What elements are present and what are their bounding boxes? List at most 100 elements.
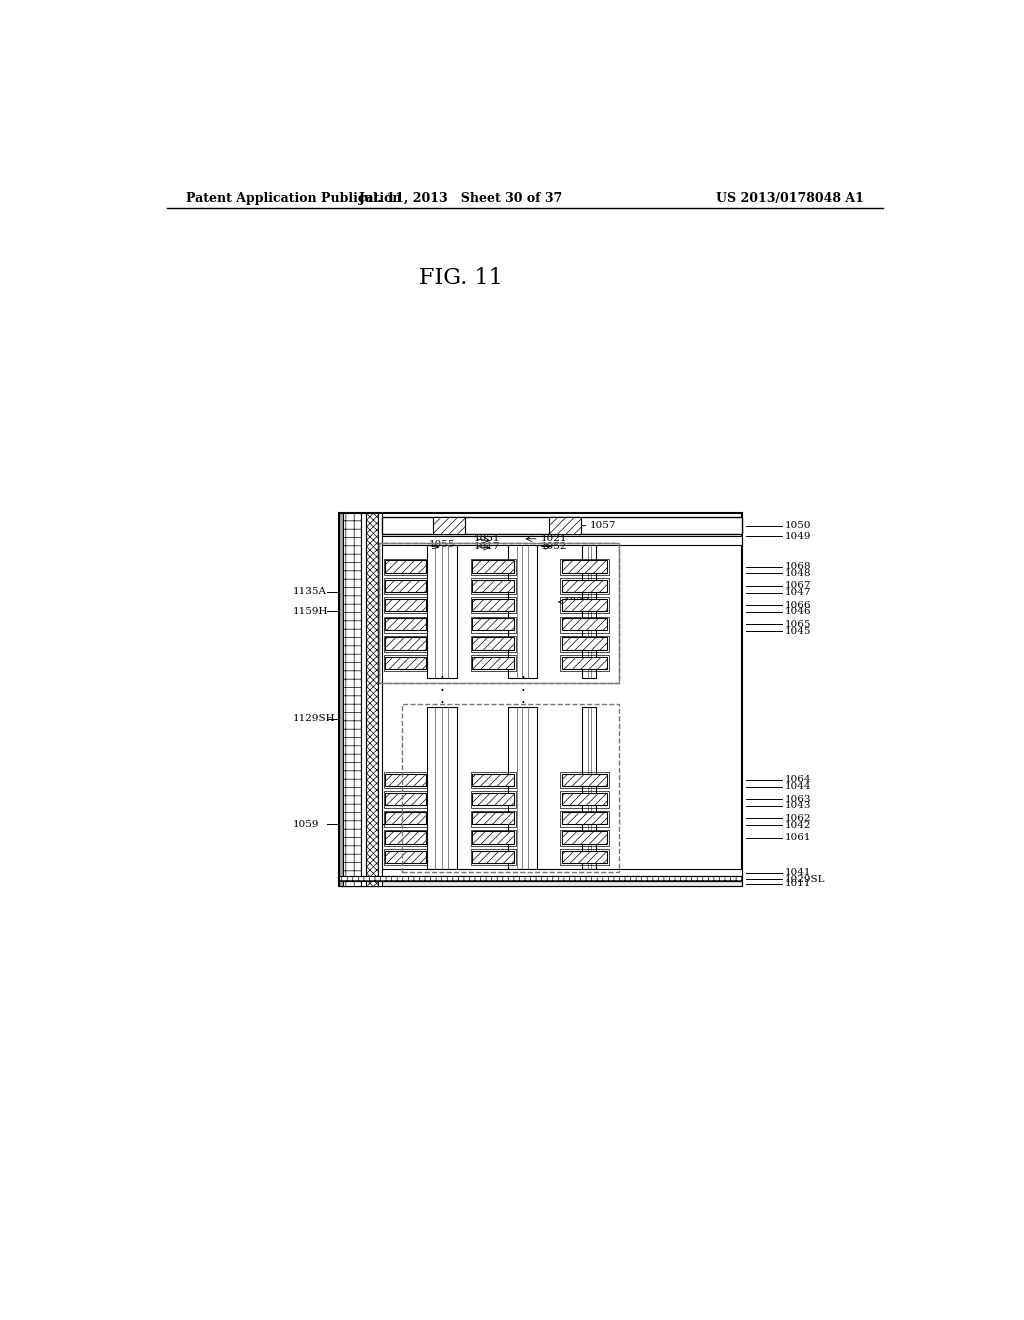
Bar [562, 656, 607, 669]
Bar [384, 655, 427, 671]
Bar [472, 793, 514, 805]
Bar [471, 616, 515, 632]
Bar [508, 545, 538, 678]
Bar [562, 638, 607, 649]
Text: 1022: 1022 [563, 598, 590, 606]
Text: 1047: 1047 [784, 589, 811, 597]
Text: 1042: 1042 [784, 821, 811, 830]
Bar [471, 792, 515, 808]
Text: 1064: 1064 [784, 775, 811, 784]
Text: 1067: 1067 [784, 581, 811, 590]
Bar [472, 656, 514, 669]
Text: 1068: 1068 [784, 562, 811, 572]
Bar [472, 560, 514, 573]
Text: 1050: 1050 [784, 521, 811, 531]
Bar [560, 616, 608, 632]
Bar [385, 850, 426, 863]
Text: 1046: 1046 [784, 607, 811, 616]
Text: FIG. 11: FIG. 11 [420, 267, 503, 289]
Bar [560, 810, 608, 826]
Bar [385, 793, 426, 805]
Text: ·
·
·: · · · [520, 671, 525, 711]
Bar [472, 832, 514, 843]
Bar [472, 638, 514, 649]
Bar [339, 882, 741, 886]
Bar [562, 812, 607, 825]
Bar [427, 545, 457, 678]
Bar [385, 579, 426, 591]
Bar [471, 772, 515, 788]
Bar [379, 544, 620, 682]
Bar [472, 618, 514, 631]
Bar [471, 830, 515, 846]
Text: 1065: 1065 [784, 620, 811, 628]
Bar [384, 597, 427, 614]
Bar [385, 656, 426, 669]
Bar [472, 850, 514, 863]
Bar [562, 793, 607, 805]
Text: 1011: 1011 [784, 879, 811, 888]
Text: 1017: 1017 [474, 543, 500, 550]
Bar [339, 512, 741, 886]
Bar [385, 812, 426, 825]
Bar [385, 832, 426, 843]
Text: 1055: 1055 [429, 540, 456, 549]
Bar [385, 774, 426, 785]
Bar [562, 560, 607, 573]
Bar [385, 560, 426, 573]
Bar [508, 708, 538, 869]
Bar [471, 849, 515, 866]
Text: US 2013/0178048 A1: US 2013/0178048 A1 [717, 191, 864, 205]
Bar [560, 830, 608, 846]
Bar [379, 544, 620, 682]
Bar [562, 850, 607, 863]
Bar [384, 636, 427, 652]
Bar [384, 810, 427, 826]
Text: 1021: 1021 [541, 535, 567, 544]
Bar [583, 708, 596, 869]
Text: 1062: 1062 [784, 814, 811, 822]
Bar [382, 517, 741, 535]
Text: ·
·
·: · · · [439, 671, 444, 711]
Bar [384, 772, 427, 788]
Bar [385, 638, 426, 649]
Text: 1045: 1045 [784, 627, 811, 636]
Text: 1051: 1051 [474, 535, 500, 544]
Bar [384, 792, 427, 808]
Text: 1044: 1044 [784, 783, 811, 791]
Bar [382, 869, 741, 876]
Bar [384, 616, 427, 632]
Text: 1135A: 1135A [292, 587, 327, 597]
Bar [560, 636, 608, 652]
Bar [549, 517, 582, 535]
Bar [432, 517, 465, 535]
Text: Patent Application Publication: Patent Application Publication [186, 191, 401, 205]
Bar [385, 599, 426, 611]
Bar [378, 512, 382, 886]
Bar [360, 512, 366, 886]
Bar [471, 597, 515, 614]
Bar [343, 512, 360, 886]
Bar [560, 792, 608, 808]
Bar [384, 849, 427, 866]
Text: 1048: 1048 [784, 569, 811, 578]
Text: 1041: 1041 [784, 869, 811, 878]
Bar [471, 810, 515, 826]
Bar [560, 578, 608, 594]
Text: 1059: 1059 [292, 820, 318, 829]
Bar [472, 599, 514, 611]
Bar [472, 579, 514, 591]
Bar [402, 705, 620, 873]
Text: Jul. 11, 2013   Sheet 30 of 37: Jul. 11, 2013 Sheet 30 of 37 [359, 191, 563, 205]
Text: 1066: 1066 [784, 601, 811, 610]
Bar [384, 578, 427, 594]
Text: 1063: 1063 [784, 795, 811, 804]
Text: 1159H: 1159H [292, 607, 328, 615]
Text: 1057: 1057 [590, 521, 616, 531]
Bar [560, 655, 608, 671]
Bar [384, 558, 427, 576]
Bar [427, 708, 457, 869]
Bar [560, 597, 608, 614]
Bar [471, 558, 515, 576]
Bar [472, 812, 514, 825]
